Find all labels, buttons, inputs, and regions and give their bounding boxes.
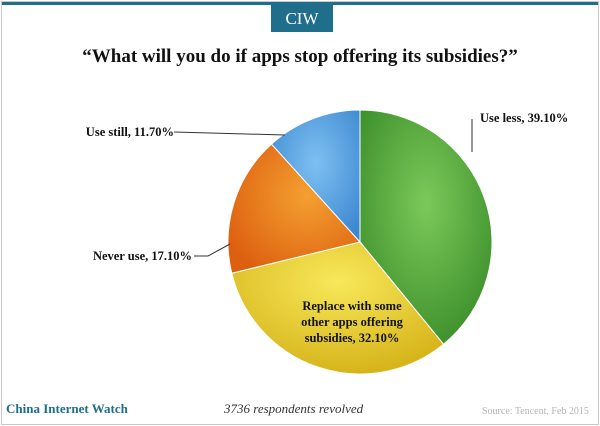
data-label-replace-with-other-apps: Replace with some other apps offering subs… — [301, 299, 404, 345]
pie-slice-use-still — [270, 109, 361, 244]
ciw-logo: CIW — [271, 5, 333, 32]
leader-never-use — [194, 243, 231, 257]
data-label-never-use: Never use, 17.10% — [93, 249, 192, 263]
data-label-use-still: Use still, 11.70% — [86, 125, 174, 139]
chart-title: “What will you do if apps stop offering … — [82, 46, 518, 67]
respondents-note: 3736 respondents revolved — [224, 401, 364, 416]
data-label-use-less: Use less, 39.10% — [480, 111, 568, 125]
pie-slice-never-use — [227, 143, 361, 274]
pie-slice-use-less — [359, 109, 493, 345]
top-bar — [2, 2, 598, 5]
source-credit: Source: Tencent, Feb 2015 — [482, 406, 589, 417]
leader-use-still — [173, 131, 286, 136]
pie-slice-replace-with-other-apps — [231, 241, 445, 375]
footer-brand: China Internet Watch — [6, 401, 128, 416]
